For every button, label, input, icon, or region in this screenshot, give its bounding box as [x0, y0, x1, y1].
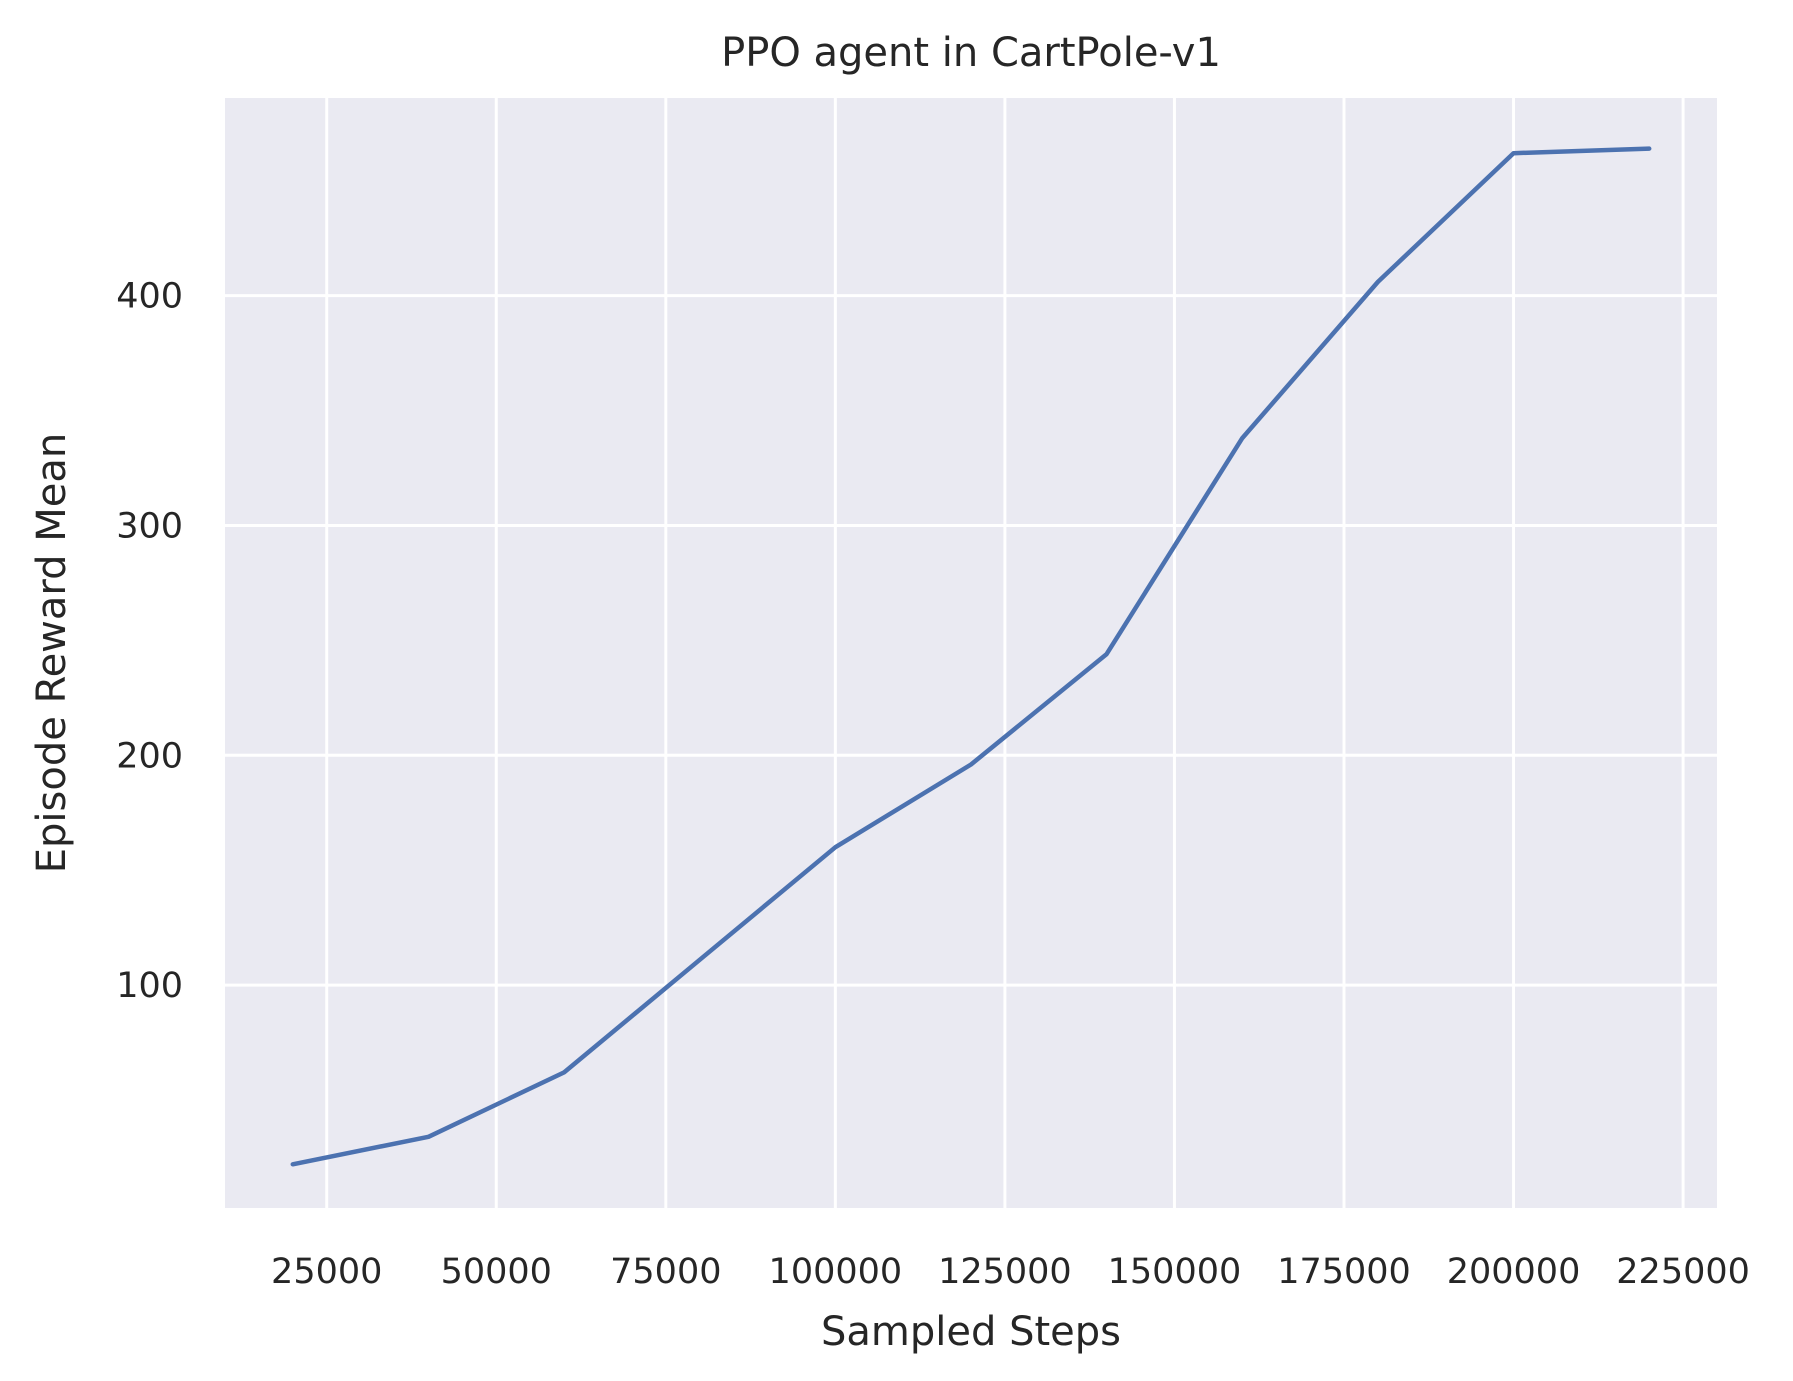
y-tick-label: 300 — [116, 506, 183, 546]
chart-title: PPO agent in CartPole-v1 — [721, 30, 1221, 76]
x-tick-label: 175000 — [1277, 1252, 1411, 1292]
x-tick-label: 50000 — [441, 1252, 552, 1292]
y-axis-label: Episode Reward Mean — [29, 433, 75, 873]
grid-lines — [225, 98, 1717, 1208]
x-tick-label: 225000 — [1616, 1252, 1750, 1292]
series-group — [290, 146, 1652, 1167]
series-line — [290, 146, 1652, 1167]
y-tick-label: 400 — [116, 277, 183, 317]
x-tick-label: 25000 — [271, 1252, 382, 1292]
x-tick-label: 75000 — [610, 1252, 721, 1292]
x-tick-label: 100000 — [769, 1252, 903, 1292]
plot-area — [225, 98, 1717, 1208]
y-tick-label: 100 — [116, 966, 183, 1006]
y-tick-labels: 100 200 300 400 — [116, 277, 183, 1006]
x-tick-label: 125000 — [938, 1252, 1072, 1292]
y-tick-label: 200 — [116, 736, 183, 776]
x-tick-label: 150000 — [1108, 1252, 1242, 1292]
x-axis-label: Sampled Steps — [821, 1309, 1121, 1355]
x-tick-labels: 25000 50000 75000 100000 125000 150000 175000 2… — [271, 1252, 1750, 1292]
x-tick-label: 200000 — [1447, 1252, 1581, 1292]
